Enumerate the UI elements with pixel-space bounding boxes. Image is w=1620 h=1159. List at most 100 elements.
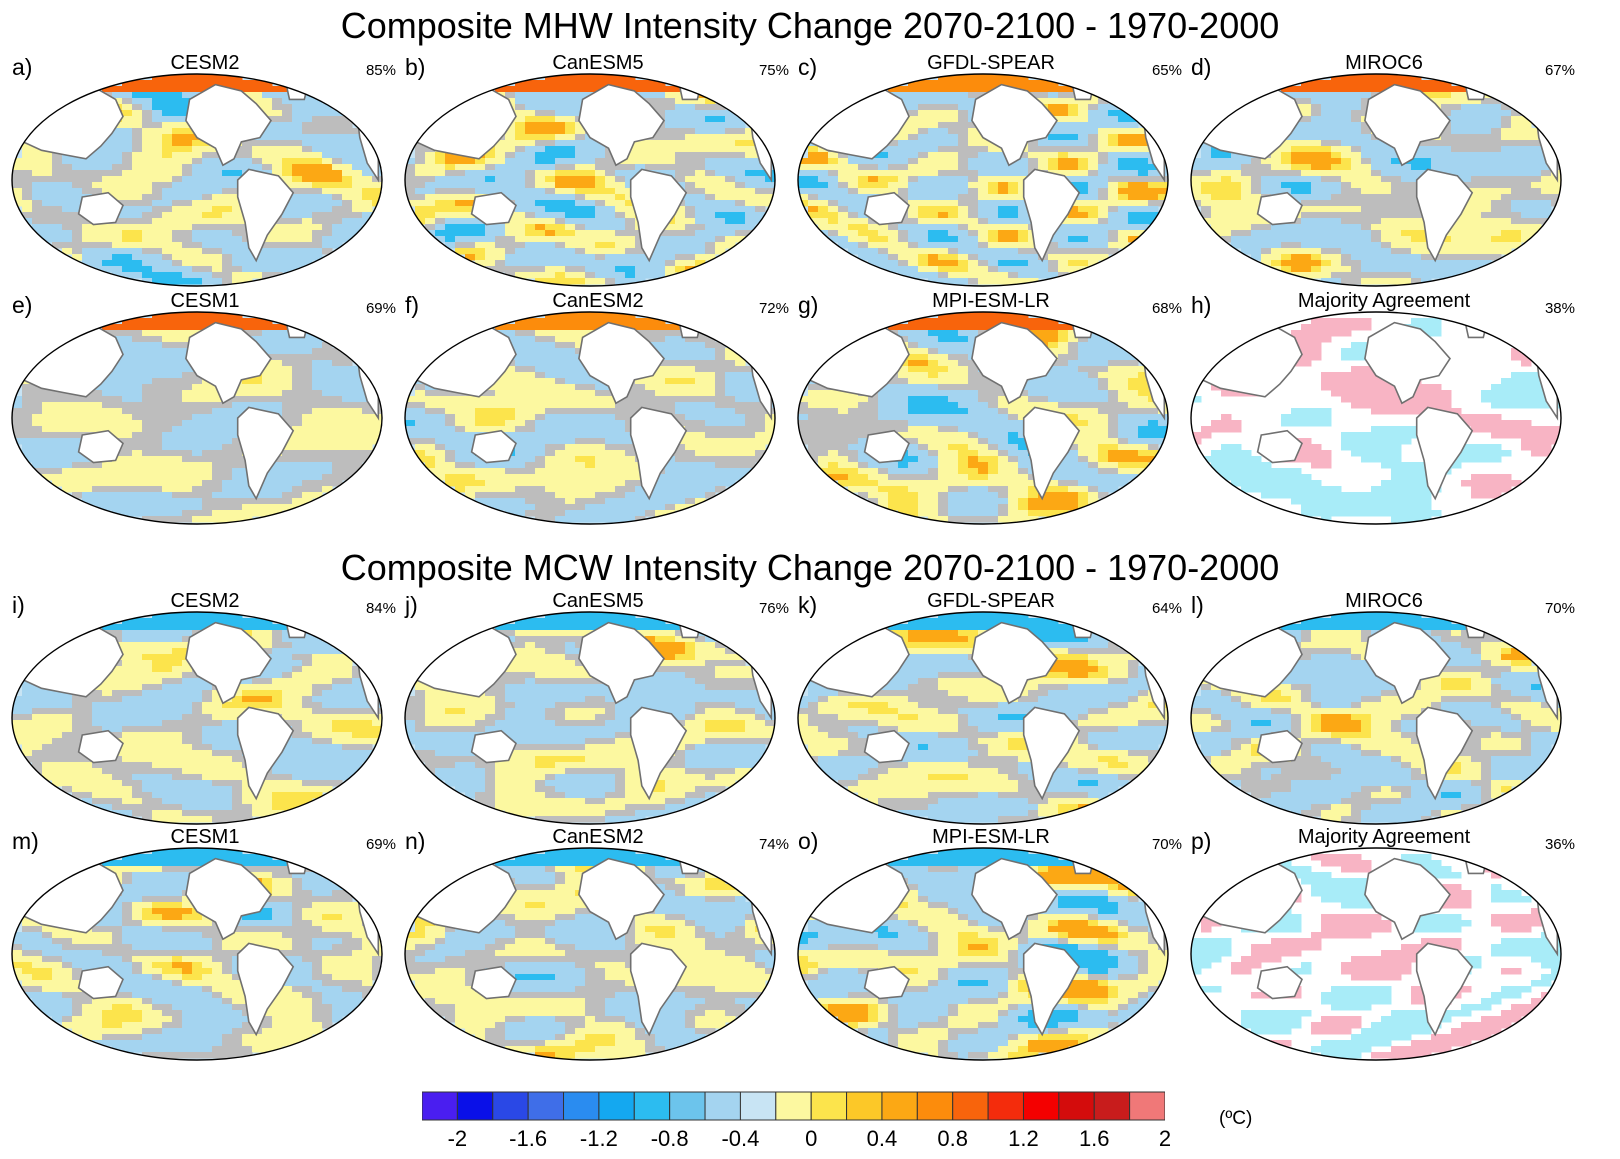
map-cell bbox=[262, 348, 273, 355]
map-cell bbox=[242, 248, 253, 255]
map-cell bbox=[42, 390, 53, 397]
map-cell bbox=[858, 206, 869, 213]
map-cell bbox=[515, 170, 526, 177]
map-cell bbox=[202, 74, 213, 81]
map-cell bbox=[282, 456, 293, 463]
map-cell bbox=[938, 224, 949, 231]
map-cell bbox=[352, 188, 363, 195]
map-cell bbox=[1201, 170, 1212, 177]
map-cell bbox=[745, 152, 756, 159]
map-cell bbox=[1301, 110, 1312, 117]
map-cell bbox=[52, 170, 63, 177]
map-cell bbox=[455, 188, 466, 195]
map-cell bbox=[172, 134, 183, 141]
map-cell bbox=[1331, 92, 1342, 99]
map-cell bbox=[585, 200, 596, 207]
map-cell bbox=[1098, 110, 1109, 117]
map-cell bbox=[262, 378, 273, 385]
map-cell bbox=[1201, 188, 1212, 195]
map-cell bbox=[675, 242, 686, 249]
map-cell bbox=[282, 158, 293, 165]
map-cell bbox=[302, 348, 313, 355]
map-cell bbox=[1331, 176, 1342, 183]
map-cell bbox=[202, 188, 213, 195]
map-cell bbox=[1221, 218, 1232, 225]
map-cell bbox=[858, 248, 869, 255]
map-cell bbox=[988, 278, 999, 285]
map-cell bbox=[112, 378, 123, 385]
map-cell bbox=[1058, 140, 1069, 147]
map-cell bbox=[52, 158, 63, 165]
map-cell bbox=[445, 212, 456, 219]
map-cell bbox=[1301, 188, 1312, 195]
map-cell bbox=[535, 248, 546, 255]
map-cell bbox=[1401, 164, 1412, 171]
map-cell bbox=[1088, 260, 1099, 267]
map-cell bbox=[1088, 152, 1099, 159]
map-cell bbox=[485, 248, 496, 255]
map-cell bbox=[62, 402, 73, 409]
map-cell bbox=[1481, 224, 1492, 231]
map-cell bbox=[1211, 212, 1222, 219]
map-cell bbox=[242, 272, 253, 279]
map-cell bbox=[908, 254, 919, 261]
map-cell bbox=[605, 158, 616, 165]
map-cell bbox=[908, 224, 919, 231]
map-cell bbox=[898, 182, 909, 189]
map-cell bbox=[1481, 164, 1492, 171]
map-cell bbox=[132, 218, 143, 225]
map-cell bbox=[968, 104, 979, 111]
map-cell bbox=[1281, 248, 1292, 255]
map-cell bbox=[372, 194, 382, 201]
map-cell bbox=[575, 170, 586, 177]
map-cell bbox=[1421, 242, 1432, 249]
map-cell bbox=[152, 360, 163, 367]
map-cell bbox=[182, 336, 193, 343]
map-cell bbox=[1461, 128, 1472, 135]
map-cell bbox=[1411, 176, 1422, 183]
map-cell bbox=[142, 336, 153, 343]
map-cell bbox=[1108, 230, 1119, 237]
map-cell bbox=[22, 444, 33, 451]
map-cell bbox=[1411, 242, 1422, 249]
map-cell bbox=[132, 266, 143, 273]
map-cell bbox=[1058, 224, 1069, 231]
map-cell bbox=[362, 402, 373, 409]
map-cell bbox=[112, 462, 123, 469]
map-cell bbox=[1008, 230, 1019, 237]
map-cell bbox=[978, 74, 989, 81]
map-cell bbox=[858, 194, 869, 201]
map-cell bbox=[122, 104, 133, 111]
map-cell bbox=[232, 402, 243, 409]
map-cell bbox=[595, 212, 606, 219]
map-cell bbox=[182, 188, 193, 195]
map-cell bbox=[312, 152, 323, 159]
map-cell bbox=[1018, 206, 1029, 213]
map-cell bbox=[122, 360, 133, 367]
map-cell bbox=[1231, 230, 1242, 237]
map-cell bbox=[1331, 278, 1342, 285]
map-cell bbox=[192, 188, 203, 195]
map-cell bbox=[505, 128, 516, 135]
map-cell bbox=[1078, 152, 1089, 159]
map-cell bbox=[1381, 146, 1392, 153]
map-cell bbox=[102, 188, 113, 195]
map-cell bbox=[755, 176, 766, 183]
map-cell bbox=[898, 164, 909, 171]
map-cell bbox=[192, 266, 203, 273]
map-cell bbox=[162, 200, 173, 207]
map-cell bbox=[1511, 134, 1522, 141]
map-cell bbox=[1301, 92, 1312, 99]
map-cell bbox=[565, 206, 576, 213]
map-cell bbox=[1361, 146, 1372, 153]
map-cell bbox=[1471, 206, 1482, 213]
map-cell bbox=[1078, 176, 1089, 183]
map-cell bbox=[1008, 278, 1019, 285]
map-cell bbox=[735, 170, 746, 177]
map-cell bbox=[1251, 230, 1262, 237]
map-cell bbox=[1301, 128, 1312, 135]
map-cell bbox=[475, 224, 486, 231]
map-cell bbox=[938, 194, 949, 201]
map-cell bbox=[1341, 194, 1352, 201]
map-cell bbox=[1251, 248, 1262, 255]
